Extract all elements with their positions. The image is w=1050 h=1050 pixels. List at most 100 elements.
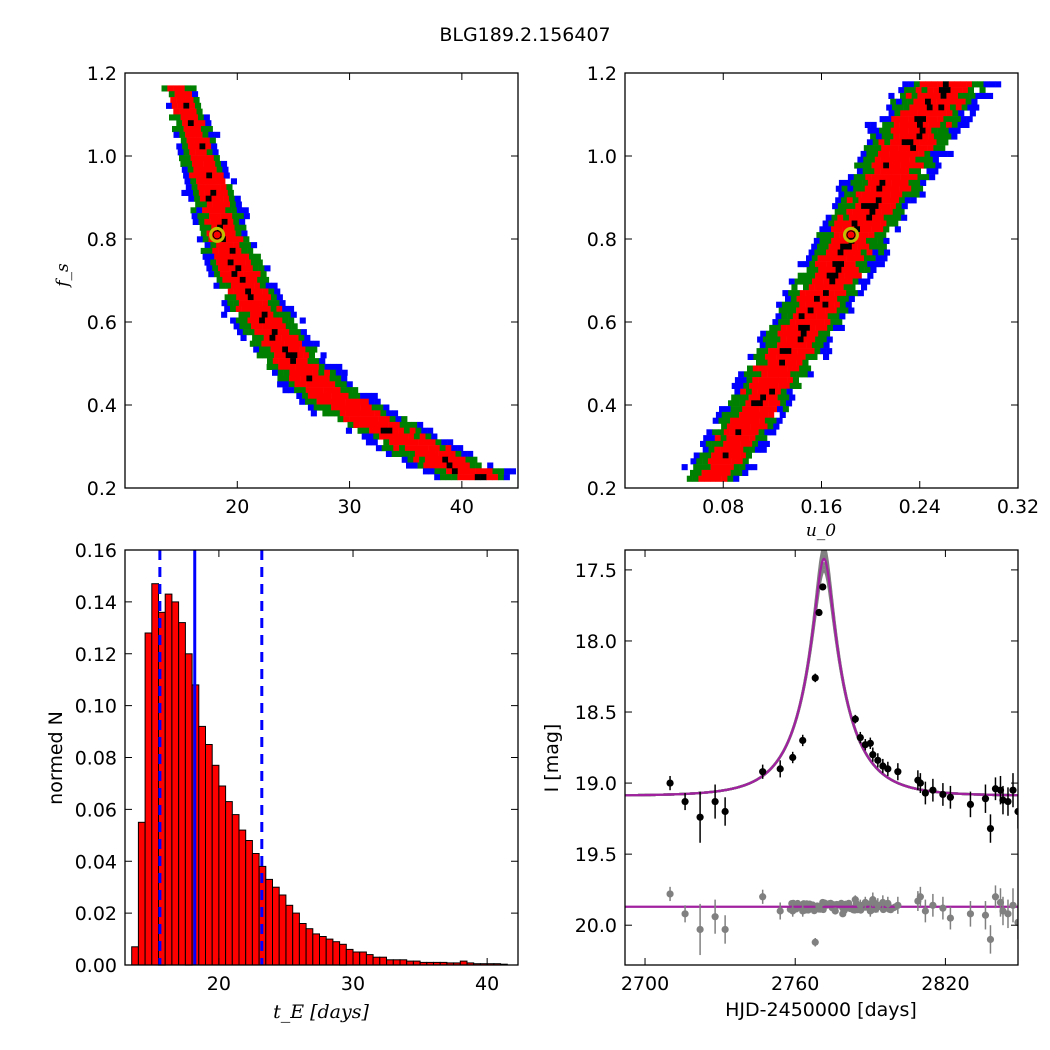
heatmap-cell	[711, 452, 718, 459]
heatmap-cell	[815, 324, 822, 331]
panel-1-frame	[624, 72, 1019, 489]
heatmap-cell	[877, 162, 884, 169]
heatmap-cell	[509, 468, 516, 475]
panel-fs-vs-u0-xlabel: u_0	[806, 521, 836, 541]
heatmap-cell	[822, 220, 829, 227]
heatmap-cell	[713, 458, 720, 465]
heatmap-cell	[938, 104, 945, 111]
heatmap-cell	[913, 139, 920, 146]
heatmap-cell	[238, 300, 245, 307]
heatmap-cell	[229, 247, 236, 254]
heatmap-cell	[760, 382, 767, 389]
heatmap-cell	[196, 131, 203, 138]
heatmap-cell	[169, 114, 176, 121]
heatmap-cell	[290, 311, 297, 318]
heatmap-cell	[838, 324, 845, 331]
heatmap-cell	[845, 301, 852, 308]
heatmap-cell	[901, 139, 908, 146]
heatmap-cell	[820, 249, 827, 256]
heatmap-cell	[205, 166, 212, 173]
heatmap-cell	[806, 255, 813, 262]
heatmap-cell	[273, 311, 280, 318]
heatmap-cell	[452, 462, 459, 469]
residual-point	[811, 938, 819, 946]
heatmap-cell	[728, 452, 735, 459]
heatmap-cell	[781, 313, 788, 320]
heatmap-cell	[867, 261, 874, 268]
heatmap-cell	[229, 230, 236, 237]
heatmap-cell	[857, 220, 864, 227]
heatmap-cell	[946, 92, 953, 99]
heatmap-cell	[227, 189, 234, 196]
histogram-bar	[211, 764, 220, 966]
panel-3-ytick-label: 19.0	[575, 773, 617, 795]
heatmap-cell	[744, 411, 751, 418]
heatmap-cell	[729, 429, 736, 436]
heatmap-cell	[898, 87, 905, 94]
heatmap-cell	[766, 394, 773, 401]
heatmap-cell	[203, 114, 210, 121]
heatmap-cell	[977, 81, 984, 88]
heatmap-cell	[207, 178, 214, 185]
heatmap-cell	[268, 352, 275, 359]
heatmap-cell	[394, 439, 401, 446]
heatmap-cell	[242, 282, 249, 289]
heatmap-cell	[262, 300, 269, 307]
heatmap-cell	[195, 102, 202, 109]
histogram-bar	[359, 951, 367, 966]
heatmap-cell	[723, 429, 730, 436]
figure-title: BLG189.2.156407	[439, 24, 610, 46]
heatmap-cell	[183, 126, 190, 133]
heatmap-cell	[840, 208, 847, 215]
heatmap-cell	[245, 276, 252, 283]
heatmap-cell	[233, 323, 240, 330]
panel-2-ytick-label: 0.14	[75, 592, 117, 614]
heatmap-cell	[227, 300, 234, 307]
heatmap-cell	[834, 243, 841, 250]
heatmap-cell	[913, 81, 920, 88]
heatmap-cell	[721, 411, 728, 418]
heatmap-cell	[771, 342, 778, 349]
heatmap-cell	[201, 126, 208, 133]
heatmap-cell	[297, 352, 304, 359]
heatmap-cell	[934, 121, 941, 128]
heatmap-cell	[962, 87, 969, 94]
heatmap-cell	[412, 439, 419, 446]
heatmap-cell	[380, 427, 387, 434]
heatmap-cell	[214, 184, 221, 191]
heatmap-cell	[905, 92, 912, 99]
heatmap-cell	[750, 423, 757, 430]
heatmap-cell	[253, 346, 260, 353]
heatmap-cell	[259, 282, 266, 289]
heatmap-cell	[214, 131, 221, 138]
heatmap-cell	[905, 185, 912, 192]
heatmap-cell	[256, 352, 263, 359]
residual-point	[991, 893, 1000, 901]
heatmap-cell	[371, 392, 378, 399]
heatmap-cell	[835, 185, 842, 192]
heatmap-cell	[822, 232, 829, 239]
heatmap-cell	[952, 110, 959, 117]
heatmap-cell	[768, 336, 775, 343]
heatmap-cell	[721, 475, 728, 482]
heatmap-cell	[324, 369, 331, 376]
heatmap-cell	[925, 81, 932, 88]
heatmap-cell	[846, 290, 853, 297]
heatmap-cell	[716, 464, 723, 471]
heatmap-cell	[371, 439, 378, 446]
heatmap-cell	[836, 226, 843, 233]
heatmap-cell	[882, 185, 889, 192]
heatmap-cell	[219, 282, 226, 289]
heatmap-cell	[911, 185, 918, 192]
heatmap-cell	[955, 104, 962, 111]
heatmap-cell	[401, 416, 408, 423]
heatmap-cell	[186, 160, 193, 167]
heatmap-cell	[917, 92, 924, 99]
heatmap-cell	[237, 236, 244, 243]
heatmap-cell	[881, 145, 888, 152]
heatmap-cell	[227, 259, 234, 266]
heatmap-cell	[221, 311, 228, 318]
panel-te-histogram-ylabel: normed N	[45, 711, 67, 805]
heatmap-cell	[428, 468, 435, 475]
heatmap-cell	[365, 404, 372, 411]
